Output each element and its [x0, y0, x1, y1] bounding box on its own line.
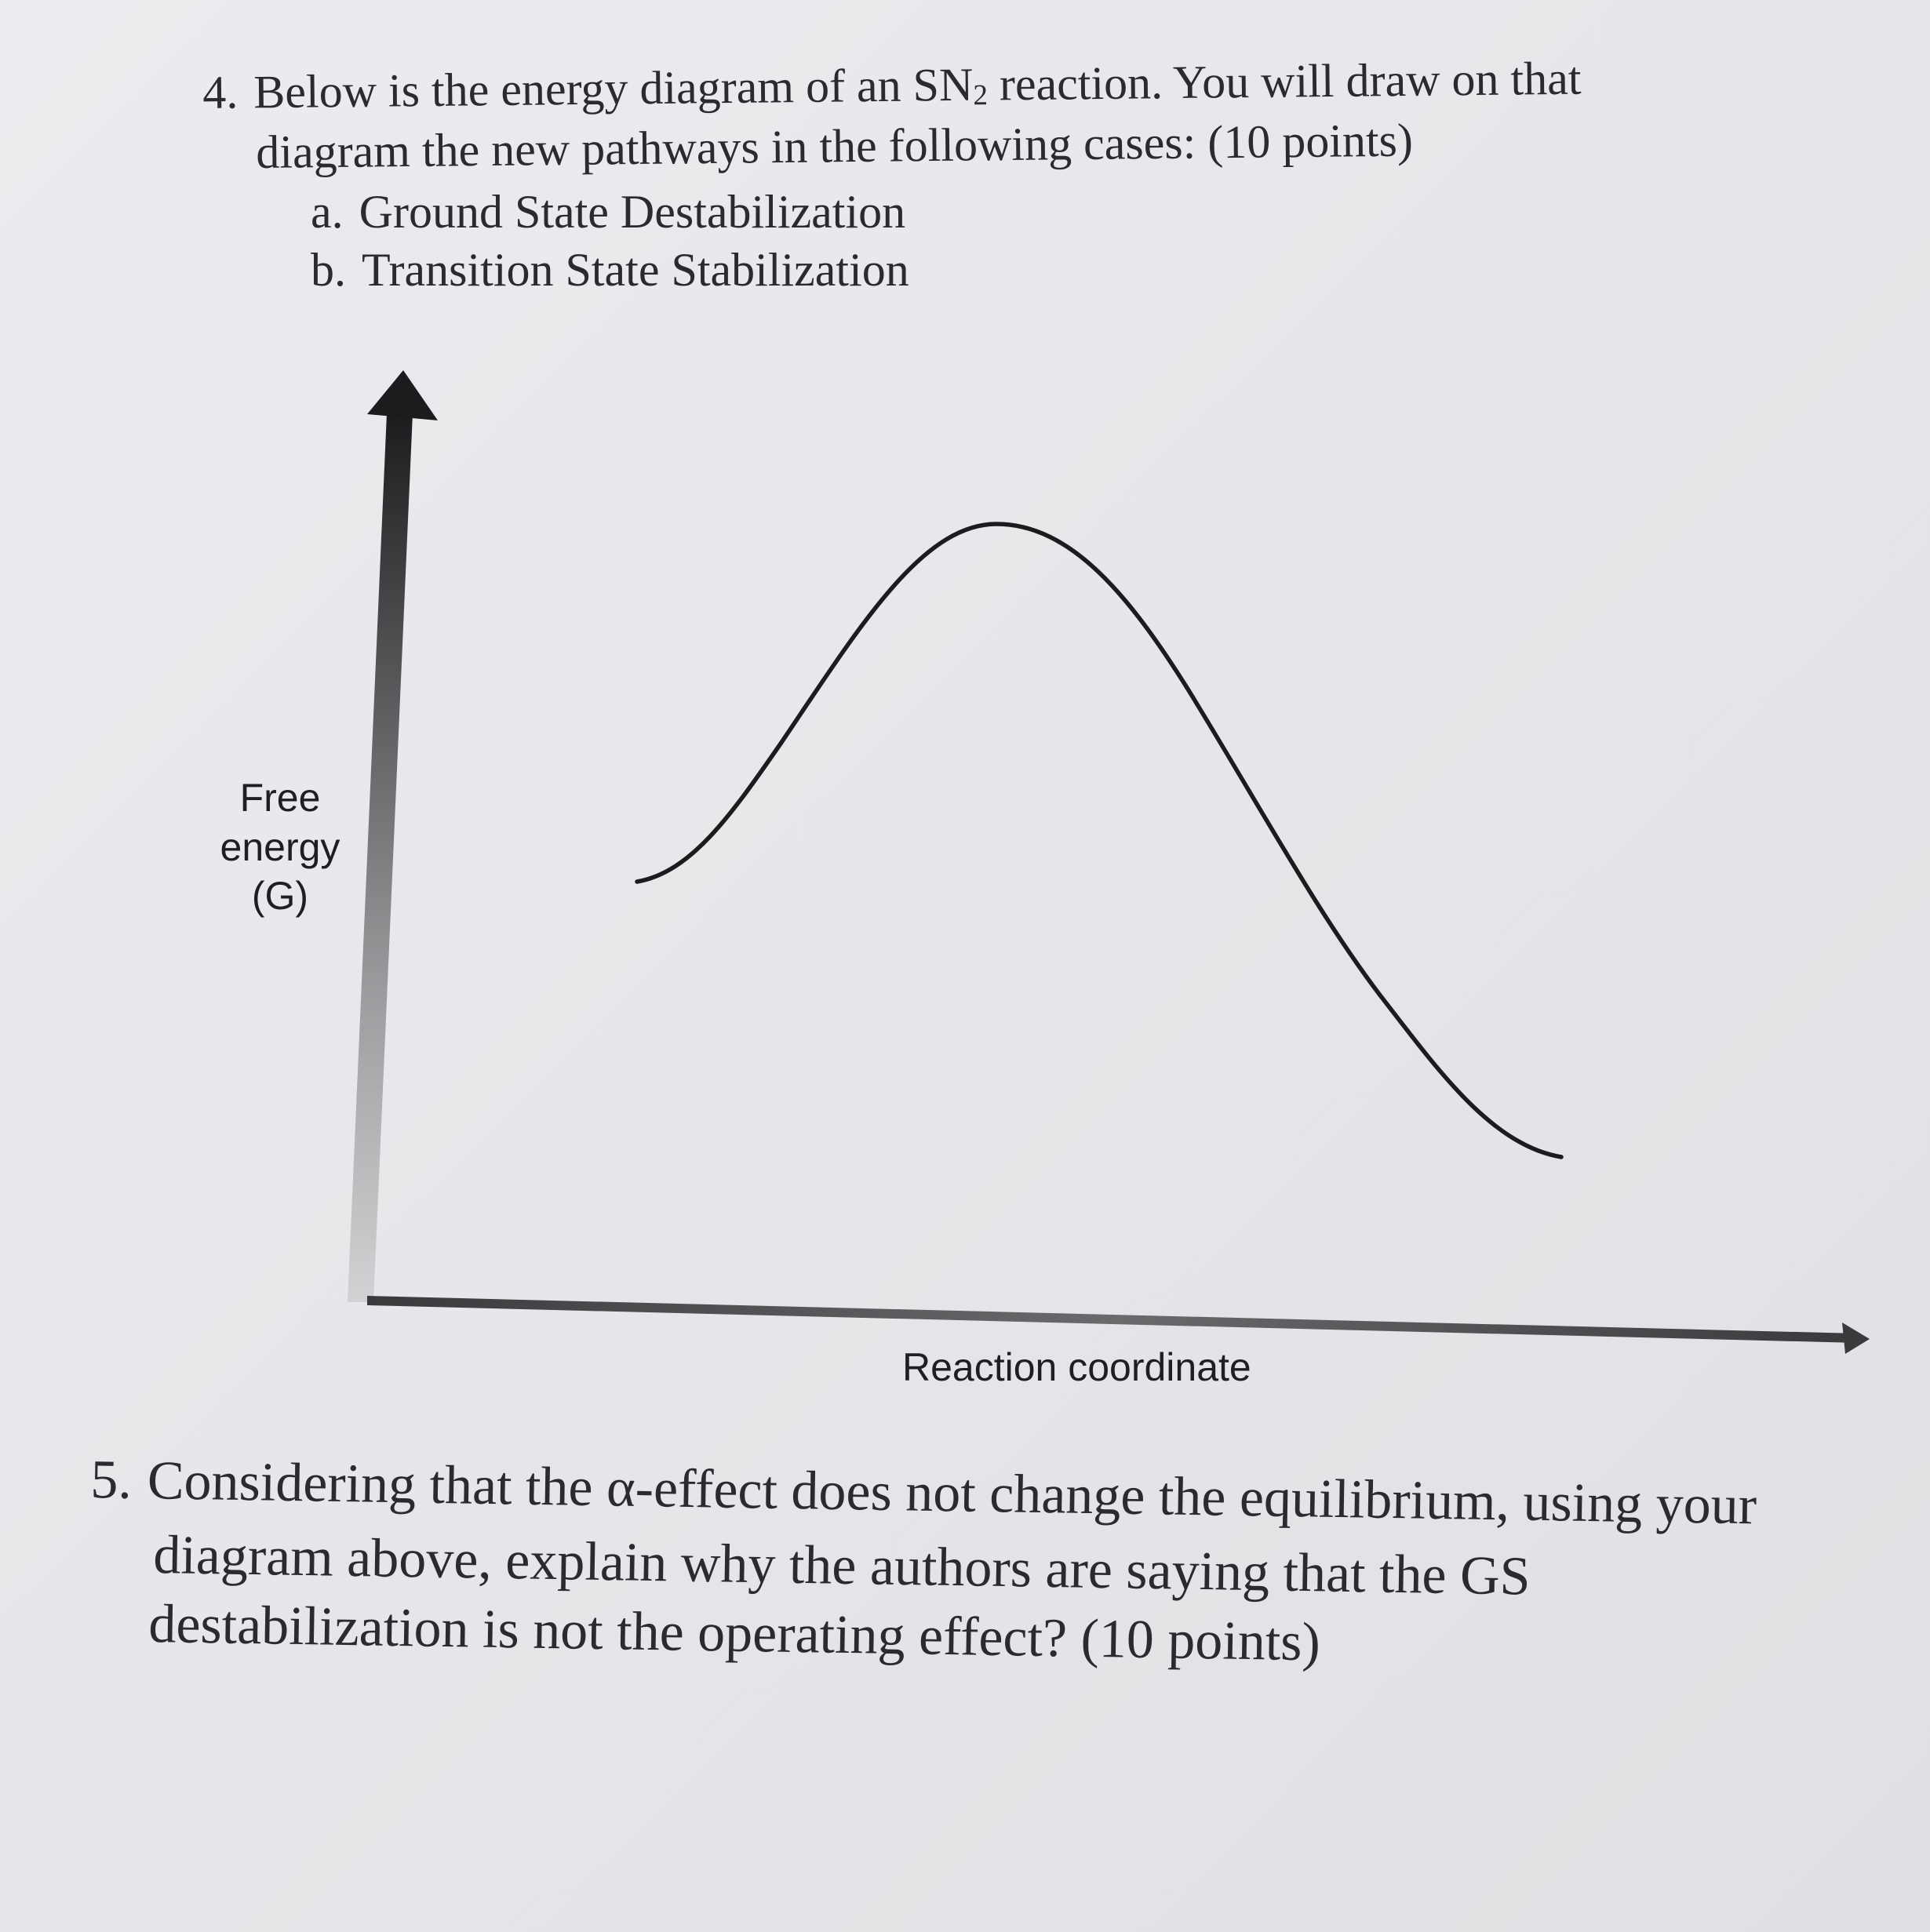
- item-b-marker: b.: [311, 244, 346, 296]
- item-a-text: Ground State Destabilization: [359, 186, 906, 238]
- question-4-item-a: a. Ground State Destabilization: [311, 188, 905, 235]
- y-axis-label-line-1: Free: [239, 776, 321, 820]
- reaction-energy-curve: [635, 522, 1564, 1159]
- x-axis-arrowhead: [1842, 1323, 1870, 1354]
- y-axis-label-line-2: energy: [220, 824, 340, 869]
- y-axis-label-line-3: (G): [251, 874, 309, 918]
- y-axis-label: Free energy (G): [206, 773, 355, 921]
- x-axis: [367, 1296, 1858, 1343]
- question-4-item-b: b. Transition State Stabilization: [311, 246, 909, 293]
- y-axis-arrowhead: [367, 370, 438, 420]
- y-axis: [348, 413, 413, 1302]
- question-5-number: 5.: [89, 1450, 133, 1511]
- item-a-marker: a.: [311, 186, 344, 238]
- x-axis-label: Reaction coordinate: [902, 1345, 1251, 1389]
- item-b-text: Transition State Stabilization: [362, 244, 909, 296]
